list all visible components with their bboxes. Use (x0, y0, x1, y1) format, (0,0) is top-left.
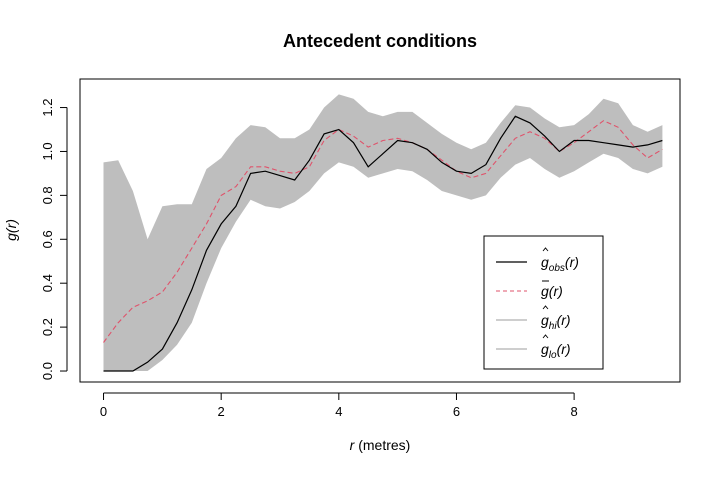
envelope-layer (103, 94, 663, 372)
y-tick-label: 0.8 (40, 186, 55, 204)
series-obs-line (103, 115, 663, 372)
lines-layer (103, 115, 663, 372)
y-axis: 0.0 0.2 0.4 0.6 0.8 1.0 1.2 (40, 99, 68, 380)
legend-box (483, 235, 604, 370)
x-axis-label: r (metres) (350, 437, 411, 453)
envelope-band (103, 94, 663, 372)
legend-item-obs: gobs(r) (496, 247, 579, 274)
legend-label: glo(r) (541, 341, 571, 361)
legend-item-lo: glo(r) (496, 334, 571, 361)
y-tick-label: 1.2 (40, 99, 55, 117)
legend: gobs(r) g(r) ghi(r) glo(r) (483, 235, 604, 370)
chart-title: Antecedent conditions (283, 31, 477, 51)
y-tick-label: 1.0 (40, 142, 55, 160)
x-tick-label: 2 (218, 404, 225, 419)
legend-item-hi: ghi(r) (496, 305, 571, 332)
series-mean-line (103, 120, 663, 343)
x-tick-label: 8 (571, 404, 578, 419)
legend-label: gobs(r) (541, 254, 579, 274)
hat-accent (542, 334, 549, 339)
legend-label: g(r) (541, 283, 563, 299)
hat-accent (542, 305, 549, 310)
legend-label: ghi(r) (541, 312, 571, 332)
y-tick-label: 0.2 (40, 318, 55, 336)
x-tick-label: 6 (453, 404, 460, 419)
x-axis: 0 2 4 6 8 (100, 392, 578, 419)
y-tick-label: 0.4 (40, 274, 55, 292)
hat-accent (542, 247, 549, 252)
y-axis-label: g(r) (3, 219, 19, 241)
legend-item-mean: g(r) (496, 280, 563, 299)
y-tick-label: 0.6 (40, 230, 55, 248)
x-tick-label: 0 (100, 404, 107, 419)
y-tick-label: 0.0 (40, 362, 55, 380)
x-tick-label: 4 (335, 404, 342, 419)
plot-frame (79, 78, 681, 383)
